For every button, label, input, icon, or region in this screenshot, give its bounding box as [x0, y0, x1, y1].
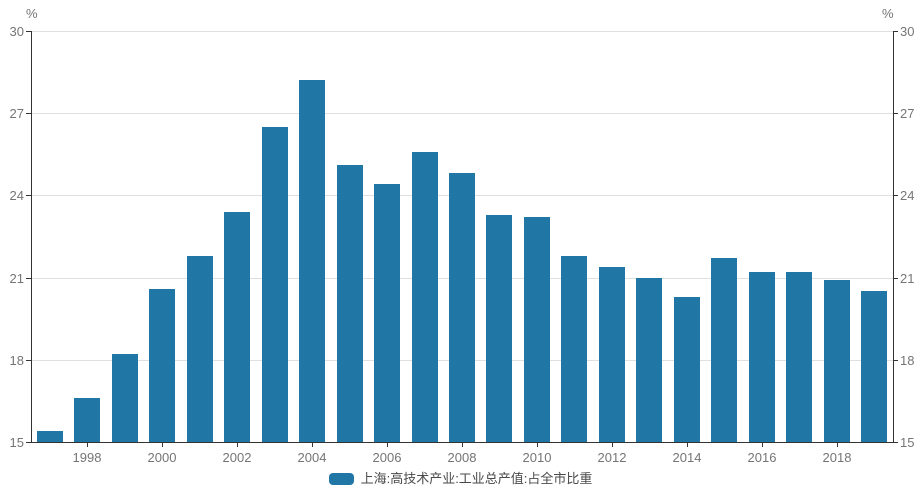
x-tick-label: 1998	[72, 450, 102, 465]
y-axis-line-left	[31, 31, 32, 443]
x-tick-mark	[837, 442, 838, 447]
bar[interactable]	[412, 152, 438, 442]
bar[interactable]	[711, 258, 737, 442]
bar[interactable]	[224, 212, 250, 442]
x-tick-mark	[687, 442, 688, 447]
y-tick-mark-left	[26, 360, 31, 361]
y-tick-label-right: 30	[900, 24, 915, 39]
y-tick-label-left: 15	[9, 435, 24, 450]
legend-item[interactable]: 上海:高技术产业:工业总产值:占全市比重	[0, 472, 921, 486]
bar[interactable]	[187, 256, 213, 442]
y-tick-mark-right	[893, 360, 898, 361]
bar[interactable]	[74, 398, 100, 442]
y-tick-label-left: 18	[9, 353, 24, 368]
y-axis-line-right	[893, 31, 894, 443]
y-axis-unit-right: %	[882, 6, 894, 21]
bar[interactable]	[824, 280, 850, 442]
bar[interactable]	[861, 291, 887, 442]
y-tick-label-right: 18	[900, 353, 915, 368]
y-tick-label-right: 15	[900, 435, 915, 450]
bar[interactable]	[786, 272, 812, 442]
y-tick-mark-left	[26, 278, 31, 279]
y-tick-label-left: 21	[9, 271, 24, 286]
legend-swatch	[328, 473, 354, 485]
x-tick-mark	[762, 442, 763, 447]
y-tick-label-right: 27	[900, 106, 915, 121]
bar[interactable]	[486, 215, 512, 442]
y-tick-label-left: 30	[9, 24, 24, 39]
y-tick-label-right: 21	[900, 271, 915, 286]
x-tick-mark	[162, 442, 163, 447]
x-tick-label: 2000	[147, 450, 177, 465]
bar[interactable]	[299, 80, 325, 442]
y-tick-mark-right	[893, 442, 898, 443]
x-tick-label: 2008	[447, 450, 477, 465]
x-tick-label: 2014	[672, 450, 702, 465]
y-tick-mark-right	[893, 113, 898, 114]
x-tick-mark	[462, 442, 463, 447]
bar[interactable]	[749, 272, 775, 442]
y-tick-label-left: 24	[9, 188, 24, 203]
bar[interactable]	[374, 184, 400, 442]
y-axis-unit-left: %	[26, 6, 38, 21]
y-tick-mark-right	[893, 195, 898, 196]
x-tick-label: 2010	[522, 450, 552, 465]
bar[interactable]	[449, 173, 475, 442]
bar[interactable]	[337, 165, 363, 442]
y-tick-mark-left	[26, 31, 31, 32]
x-tick-mark	[312, 442, 313, 447]
y-tick-mark-left	[26, 442, 31, 443]
x-tick-label: 2004	[297, 450, 327, 465]
bar[interactable]	[112, 354, 138, 442]
y-tick-mark-right	[893, 31, 898, 32]
x-tick-mark	[612, 442, 613, 447]
x-tick-label: 2016	[747, 450, 777, 465]
x-tick-label: 2018	[822, 450, 852, 465]
bar[interactable]	[262, 127, 288, 442]
x-tick-label: 2012	[597, 450, 627, 465]
x-tick-mark	[237, 442, 238, 447]
y-tick-mark-left	[26, 113, 31, 114]
bar[interactable]	[636, 278, 662, 442]
legend-label: 上海:高技术产业:工业总产值:占全市比重	[360, 471, 593, 486]
bar[interactable]	[561, 256, 587, 442]
bar[interactable]	[599, 267, 625, 442]
y-tick-mark-left	[26, 195, 31, 196]
gridline	[31, 113, 893, 114]
bar[interactable]	[149, 289, 175, 442]
x-tick-mark	[537, 442, 538, 447]
y-tick-label-right: 24	[900, 188, 915, 203]
x-axis-line	[31, 442, 894, 443]
y-tick-label-left: 27	[9, 106, 24, 121]
x-tick-mark	[387, 442, 388, 447]
gridline	[31, 31, 893, 32]
x-tick-label: 2002	[222, 450, 252, 465]
bar[interactable]	[674, 297, 700, 442]
bar[interactable]	[524, 217, 550, 442]
x-tick-mark	[87, 442, 88, 447]
x-tick-label: 2006	[372, 450, 402, 465]
bar[interactable]	[37, 431, 63, 442]
y-tick-mark-right	[893, 278, 898, 279]
